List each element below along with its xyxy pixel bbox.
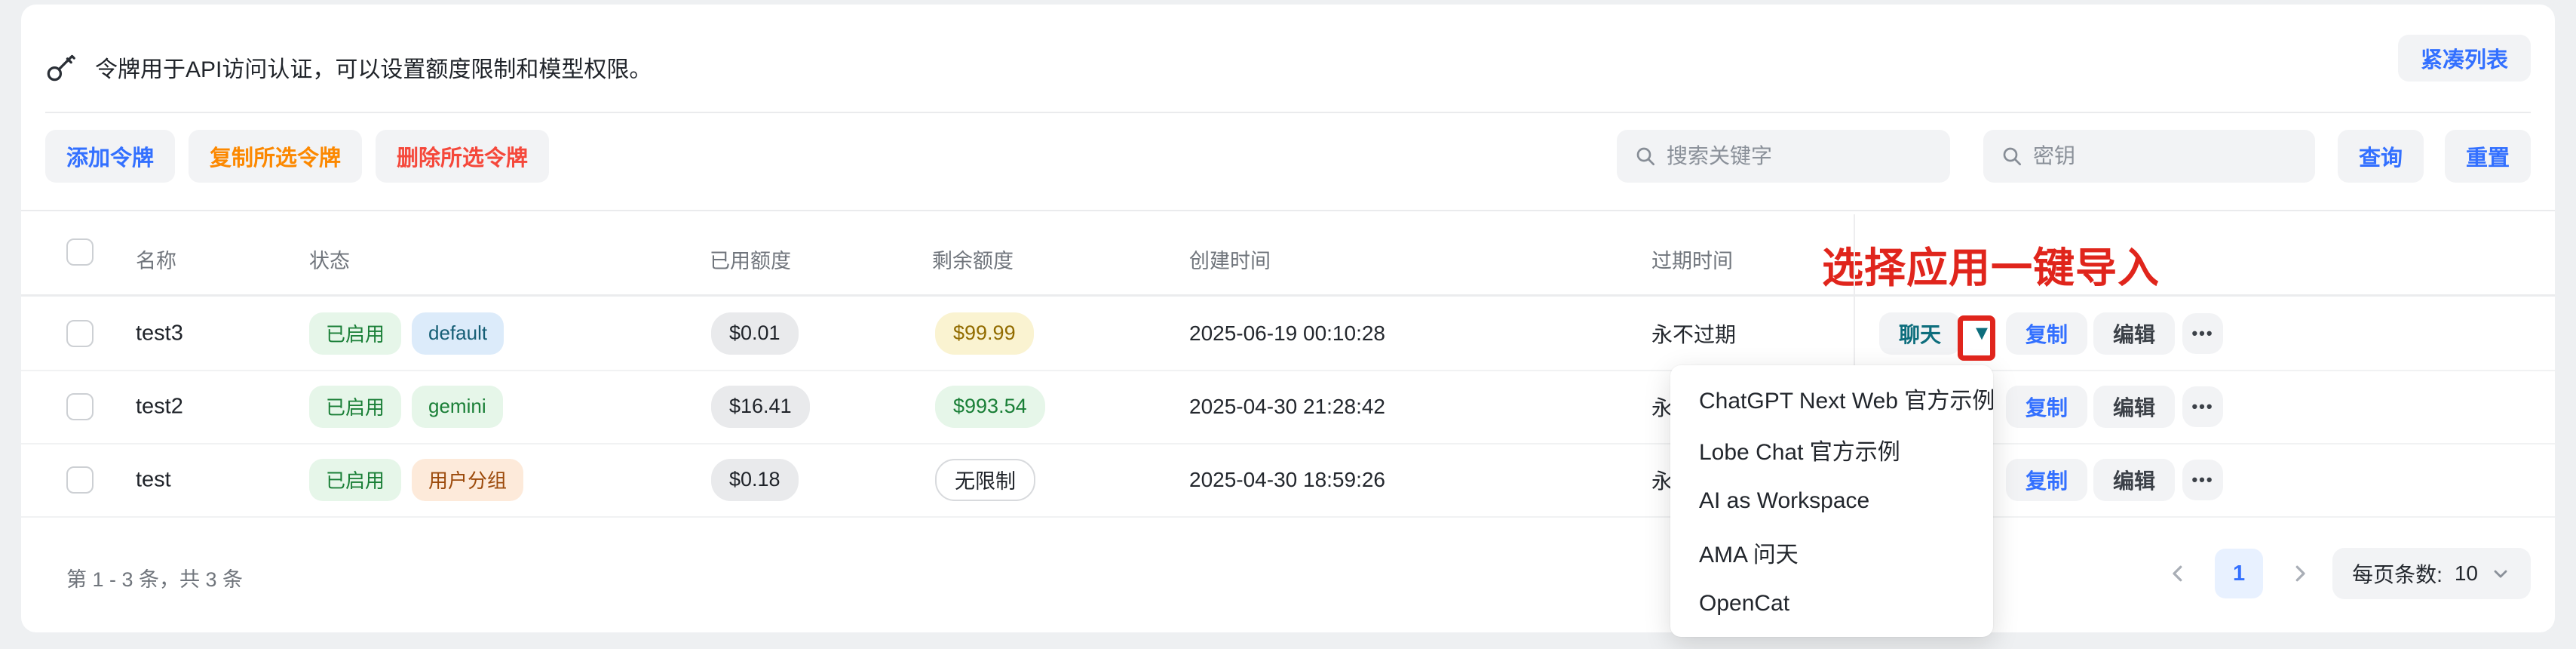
created-time: 2025-06-19 00:10:28 bbox=[1189, 321, 1385, 345]
page-size-value: 10 bbox=[2454, 561, 2478, 585]
group-badge: default bbox=[412, 312, 504, 355]
used-quota-badge: $0.18 bbox=[711, 458, 799, 501]
token-card: 令牌用于API访问认证，可以设置额度限制和模型权限。 紧凑列表 添加令牌 复制所… bbox=[21, 5, 2555, 637]
status-badge: 已启用 bbox=[309, 458, 402, 501]
column-header-used: 已用额度 bbox=[710, 250, 791, 272]
group-badge: gemini bbox=[412, 385, 503, 428]
badges: 已启用 gemini bbox=[309, 385, 503, 428]
divider bbox=[45, 112, 2531, 113]
dropdown-item-ama[interactable]: AMA 问天 bbox=[1670, 527, 1993, 578]
annotation-text: 选择应用一键导入 bbox=[1822, 245, 2160, 291]
row-checkbox[interactable] bbox=[66, 392, 94, 420]
chat-app-dropdown: ChatGPT Next Web 官方示例 Lobe Chat 官方示例 AI … bbox=[1670, 365, 1993, 637]
query-button[interactable]: 查询 bbox=[2337, 130, 2424, 183]
badges: 已启用 default bbox=[309, 312, 504, 355]
status-badge: 已启用 bbox=[309, 385, 402, 428]
page-size-select[interactable]: 每页条数: 10 bbox=[2332, 548, 2531, 599]
dropdown-item-chatgpt-next-web[interactable]: ChatGPT Next Web 官方示例 bbox=[1670, 373, 1993, 424]
table-row: test2 已启用 gemini $16.41 $993.54 2025-04-… bbox=[21, 370, 2555, 444]
page-size-label: 每页条数: bbox=[2352, 563, 2443, 586]
table-row: test 已启用 用户分组 $0.18 无限制 2025-04-30 18:59… bbox=[21, 443, 2555, 518]
search-area: 查询 重置 bbox=[1616, 130, 2531, 183]
column-header-status: 状态 bbox=[309, 250, 350, 272]
caret-down-icon[interactable]: ▼ bbox=[1965, 315, 1998, 352]
column-header-remaining: 剩余额度 bbox=[932, 250, 1014, 272]
dropdown-item-ai-as-workspace[interactable]: AI as Workspace bbox=[1670, 475, 1993, 527]
group-badge: 用户分组 bbox=[412, 458, 524, 501]
page-header: 令牌用于API访问认证，可以设置额度限制和模型权限。 bbox=[44, 50, 652, 85]
row-checkbox[interactable] bbox=[66, 319, 94, 347]
created-time: 2025-04-30 21:28:42 bbox=[1189, 394, 1385, 418]
table-row: test3 已启用 default $0.01 $99.99 2025-06-1… bbox=[21, 297, 2555, 371]
edit-button[interactable]: 编辑 bbox=[2093, 458, 2176, 501]
add-token-button[interactable]: 添加令牌 bbox=[45, 130, 176, 183]
pagination: 1 每页条数: 10 bbox=[2167, 548, 2531, 599]
token-name: test3 bbox=[136, 321, 183, 345]
expire-time: 永不过期 bbox=[1651, 322, 1737, 346]
more-actions-button[interactable]: ••• bbox=[2182, 459, 2223, 500]
edit-button[interactable]: 编辑 bbox=[2093, 312, 2176, 355]
delete-selected-button[interactable]: 删除所选令牌 bbox=[376, 130, 550, 183]
created-time: 2025-04-30 18:59:26 bbox=[1189, 467, 1385, 491]
copy-selected-button[interactable]: 复制所选令牌 bbox=[189, 130, 363, 183]
pagination-summary: 第 1 - 3 条，共 3 条 bbox=[66, 568, 244, 591]
dropdown-item-lobe-chat[interactable]: Lobe Chat 官方示例 bbox=[1670, 424, 1993, 475]
search-icon bbox=[1633, 144, 1658, 172]
token-name: test2 bbox=[136, 394, 183, 418]
chevron-right-icon[interactable] bbox=[2289, 562, 2311, 585]
search-keyword-input[interactable] bbox=[1616, 130, 1950, 183]
reset-button[interactable]: 重置 bbox=[2444, 130, 2531, 183]
page-title: 令牌用于API访问认证，可以设置额度限制和模型权限。 bbox=[95, 57, 652, 82]
column-header-name: 名称 bbox=[136, 250, 176, 272]
key-search-input[interactable] bbox=[1983, 130, 2315, 183]
column-header-created: 创建时间 bbox=[1189, 250, 1271, 272]
remaining-quota-badge: $993.54 bbox=[935, 385, 1045, 428]
toolbar: 添加令牌 复制所选令牌 删除所选令牌 bbox=[45, 130, 550, 183]
page-number-button[interactable]: 1 bbox=[2215, 549, 2264, 598]
remaining-quota-badge: $99.99 bbox=[935, 312, 1034, 355]
edit-button[interactable]: 编辑 bbox=[2093, 385, 2176, 428]
select-all-checkbox[interactable] bbox=[66, 238, 94, 266]
used-quota-badge: $0.01 bbox=[711, 312, 799, 355]
highlight-box bbox=[1958, 315, 1995, 361]
badges: 已启用 用户分组 bbox=[309, 458, 524, 501]
chevron-left-icon[interactable] bbox=[2167, 562, 2189, 585]
key-icon bbox=[47, 54, 75, 82]
dropdown-item-opencat[interactable]: OpenCat bbox=[1670, 578, 1993, 629]
chat-button[interactable]: 聊天 bbox=[1879, 312, 1961, 355]
copy-button[interactable]: 复制 bbox=[2006, 385, 2088, 428]
remaining-quota-badge: 无限制 bbox=[935, 458, 1035, 501]
header-divider bbox=[21, 294, 2555, 297]
column-header-expires: 过期时间 bbox=[1651, 250, 1733, 272]
row-checkbox[interactable] bbox=[66, 466, 94, 494]
search-icon bbox=[2000, 144, 2024, 172]
copy-button[interactable]: 复制 bbox=[2006, 312, 2088, 355]
divider bbox=[21, 210, 2555, 211]
more-actions-button[interactable]: ••• bbox=[2182, 386, 2223, 427]
token-name: test bbox=[136, 467, 171, 491]
used-quota-badge: $16.41 bbox=[711, 385, 810, 428]
more-actions-button[interactable]: ••• bbox=[2182, 312, 2223, 354]
chevron-down-icon bbox=[2490, 563, 2511, 584]
copy-button[interactable]: 复制 bbox=[2006, 458, 2088, 501]
status-badge: 已启用 bbox=[309, 312, 402, 355]
compact-list-button[interactable]: 紧凑列表 bbox=[2397, 35, 2531, 82]
